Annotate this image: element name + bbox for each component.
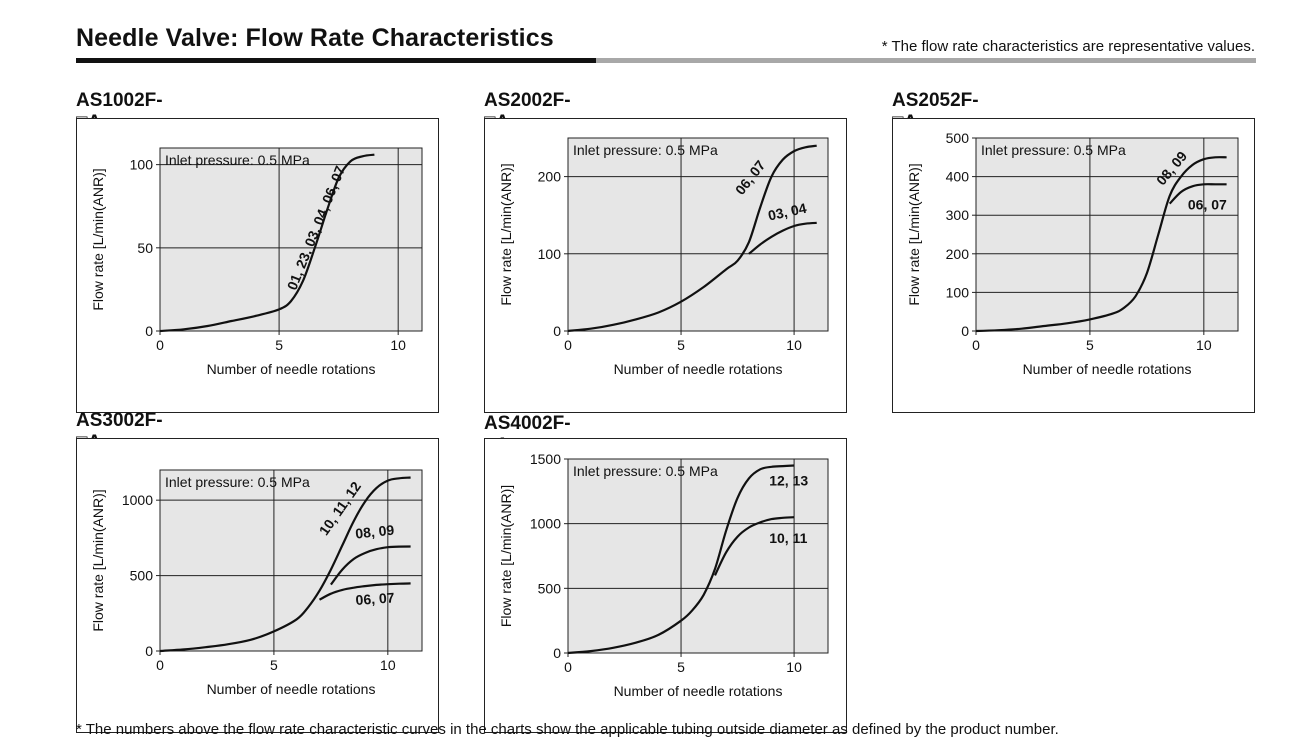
y-axis-label: Flow rate [L/min(ANR)] [906,163,922,305]
y-tick-label: 500 [538,580,562,596]
series-line [567,144,817,333]
tubing-diameter-note: * The numbers above the flow rate charac… [76,721,1059,738]
y-tick-label: 200 [946,246,970,262]
y-axis-label: Flow rate [L/min(ANR)] [90,489,106,631]
plot-area [567,458,829,654]
x-axis-label: Number of needle rotations [1023,361,1192,377]
series-label: 08, 09 [355,522,396,542]
inlet-pressure-annotation: Inlet pressure: 0.5 MPa [573,463,718,479]
y-tick-label: 1500 [530,451,561,467]
x-tick-label: 10 [786,659,802,675]
chart-plot: 0 5 10 0 500 1000 1500 Flow rate [L/min(ANR)] Nu… [484,438,847,733]
plot-area [975,137,1239,332]
x-tick-label: 5 [275,337,283,353]
x-axis-label: Number of needle rotations [207,361,376,377]
x-tick-label: 10 [786,337,802,353]
series-line [318,582,411,601]
x-tick-label: 0 [564,337,572,353]
y-tick-label: 400 [946,169,970,185]
plot-area [567,137,829,332]
inlet-pressure-annotation: Inlet pressure: 0.5 MPa [165,152,310,168]
series-line [1168,183,1227,205]
x-tick-label: 5 [1086,337,1094,353]
x-tick-label: 5 [677,337,685,353]
chart-plot: 0 5 10 0 500 1000 Flow rate [L/min(ANR)] Number… [76,438,439,733]
y-axis-label: Flow rate [L/min(ANR)] [498,163,514,305]
y-tick-label: 0 [145,323,153,339]
y-tick-label: 0 [553,645,561,661]
y-axis-label: Flow rate [L/min(ANR)] [498,485,514,627]
inlet-pressure-annotation: Inlet pressure: 0.5 MPa [165,474,310,490]
series-line [159,476,411,653]
y-tick-label: 100 [538,246,562,262]
series-label: 06, 07 [355,589,395,608]
x-tick-label: 5 [270,657,278,673]
y-axis-label: Flow rate [L/min(ANR)] [90,168,106,310]
x-axis-label: Number of needle rotations [614,361,783,377]
x-tick-label: 0 [564,659,572,675]
series-line [567,464,795,655]
y-tick-label: 50 [137,240,153,256]
plot-area [159,147,423,332]
x-axis-label: Number of needle rotations [207,681,376,697]
x-tick-label: 0 [156,337,164,353]
y-tick-label: 200 [538,169,562,185]
inlet-pressure-annotation: Inlet pressure: 0.5 MPa [573,142,718,158]
y-tick-label: 1000 [122,492,153,508]
x-tick-label: 10 [1196,337,1212,353]
y-tick-label: 0 [145,643,153,659]
series-label: 12, 13 [769,473,808,489]
x-tick-label: 10 [380,657,396,673]
x-tick-label: 10 [390,337,406,353]
series-line [714,516,795,576]
x-tick-label: 0 [972,337,980,353]
series-line [159,153,375,333]
page-title: Needle Valve: Flow Rate Characteristics [76,24,554,52]
x-axis-label: Number of needle rotations [614,683,783,699]
y-tick-label: 100 [130,157,154,173]
series-label: 03, 04 [767,200,809,224]
y-tick-label: 0 [961,323,969,339]
title-underline-gray [596,58,1256,63]
series-line [975,156,1227,333]
x-tick-label: 5 [677,659,685,675]
series-label: 10, 11 [769,530,807,546]
y-tick-label: 500 [946,130,970,146]
inlet-pressure-annotation: Inlet pressure: 0.5 MPa [981,142,1126,158]
y-tick-label: 500 [130,568,154,584]
y-tick-label: 100 [946,284,970,300]
series-line [330,545,411,586]
y-tick-label: 300 [946,207,970,223]
series-label: 06, 07 [1188,196,1227,212]
series-line [748,221,817,255]
y-tick-label: 1000 [530,516,561,532]
y-tick-label: 0 [553,323,561,339]
x-tick-label: 0 [156,657,164,673]
title-underline-dark [76,58,596,63]
representative-values-note: * The flow rate characteristics are repr… [881,38,1255,55]
